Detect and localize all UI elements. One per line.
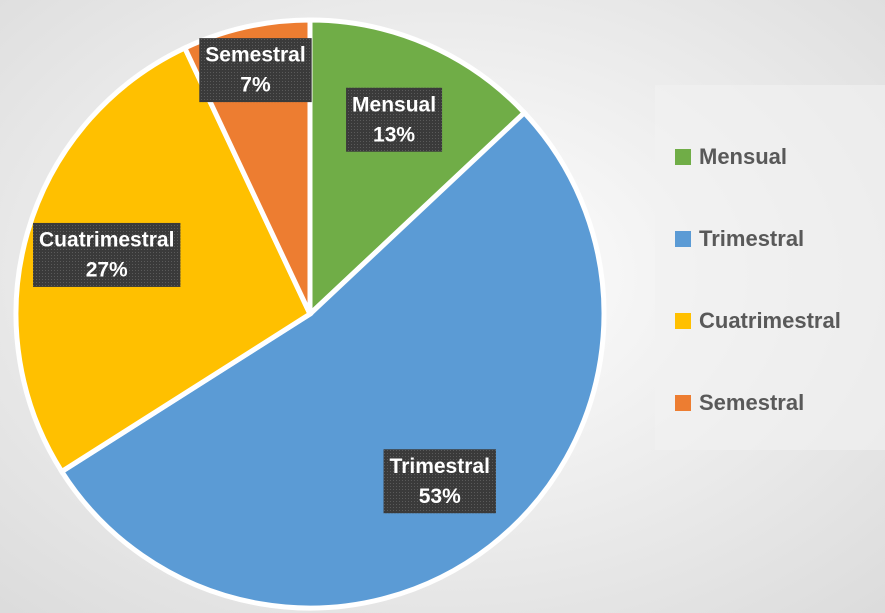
data-label-value: 27% [86,258,128,281]
data-label-box [199,38,312,103]
data-label-box [346,87,443,152]
data-label-value: 53% [419,485,461,508]
data-label-name: Trimestral [390,455,490,478]
data-label-value: 13% [373,123,415,146]
data-label-name: Semestral [205,44,305,67]
legend-label: Cuatrimestral [699,308,841,333]
data-label: Semestral 7% [199,38,312,103]
legend-swatch [675,231,691,247]
data-label-name: Mensual [352,93,436,116]
legend-box [655,85,885,450]
data-label-box [33,222,181,287]
data-label: Cuatrimestral 27% [33,222,181,287]
legend-label: Mensual [699,144,787,169]
legend-label: Trimestral [699,226,804,251]
legend-swatch [675,149,691,165]
data-label-name: Cuatrimestral [39,228,174,251]
data-label: Trimestral 53% [383,449,496,514]
legend-swatch [675,313,691,329]
data-label: Mensual 13% [346,87,443,152]
data-label-box [383,449,496,514]
data-label-value: 7% [240,74,271,97]
legend-label: Semestral [699,390,804,415]
legend-swatch [675,395,691,411]
